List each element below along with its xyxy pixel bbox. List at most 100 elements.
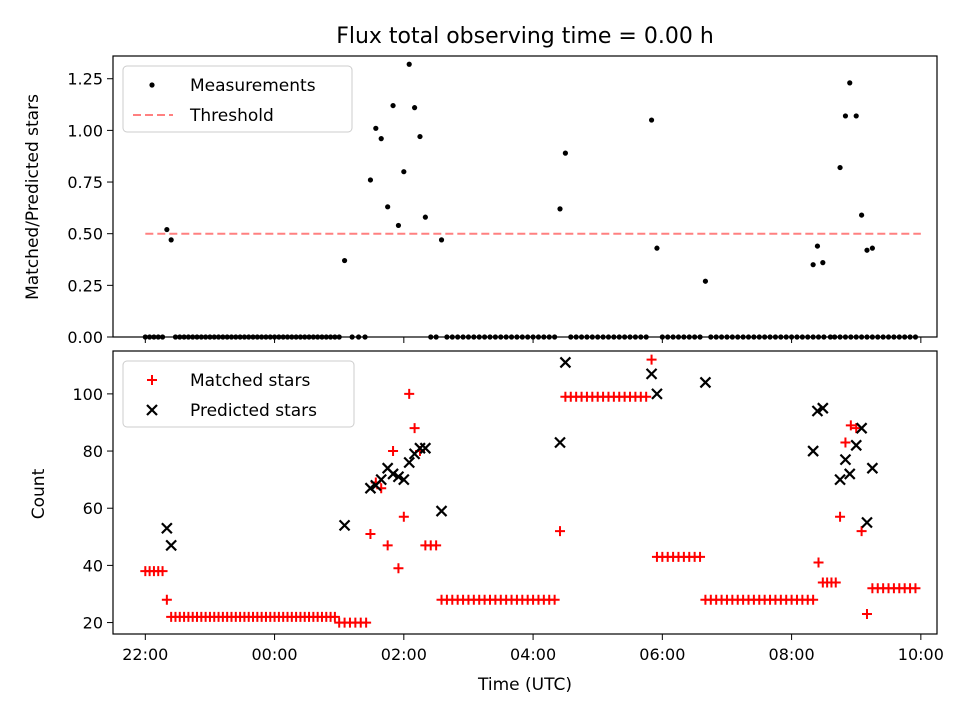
measurement-point: [654, 245, 660, 251]
measurement-point: [168, 237, 174, 243]
measurement-point: [702, 278, 709, 284]
measurement-point: [438, 237, 445, 243]
measurement-point: [562, 150, 568, 156]
matched-stars-point: [157, 566, 168, 577]
bottom-xtick-label: 02:00: [381, 645, 427, 664]
measurement-point: [406, 61, 412, 67]
measurement-point: [411, 105, 418, 111]
top-legend: Measurements Threshold: [122, 65, 353, 133]
bottom-xtick-label: 22:00: [122, 645, 168, 664]
measurement-point: [395, 222, 402, 229]
predicted-stars-point: [559, 356, 572, 369]
matched-stars-point: [641, 391, 652, 402]
measurement-point: [557, 206, 563, 212]
matched-stars-point: [388, 446, 399, 457]
predicted-stars-point: [165, 539, 177, 552]
bottom-ytick-label: 20: [83, 614, 103, 633]
predicted-stars-point: [392, 471, 405, 483]
matched-stars-point: [835, 511, 846, 522]
bottom-ytick-label: 60: [83, 499, 103, 518]
predicted-stars-point: [364, 482, 377, 494]
matched-stars-point: [856, 526, 867, 537]
bottom-ylabel: Count: [29, 468, 49, 519]
predicted-stars-point: [866, 462, 879, 474]
matched-stars-point: [398, 511, 409, 522]
bottom-xlabel: Time (UTC): [477, 675, 572, 695]
predicted-stars-point: [843, 468, 856, 480]
measurement-point: [422, 214, 428, 220]
matched-stars-point: [845, 420, 856, 431]
measurement-point: [820, 260, 826, 266]
measurement-point: [401, 169, 407, 175]
predicted-stars-point: [850, 439, 862, 452]
measurement-point: [869, 245, 875, 251]
legend-label: Threshold: [189, 106, 274, 126]
top-ytick-label: 0.50: [67, 225, 103, 244]
matched-stars-point: [808, 594, 819, 605]
measurement-point: [373, 125, 379, 131]
matched-stars-point: [549, 594, 560, 605]
predicted-stars-point: [807, 445, 819, 457]
legend-predicted-swatch: [146, 404, 158, 416]
matched-stars-point: [404, 388, 415, 399]
legend-box: [122, 65, 353, 133]
predicted-stars-point: [375, 473, 387, 486]
bottom-ytick-label: 40: [83, 556, 103, 575]
predicted-stars-point: [419, 442, 432, 454]
measurement-point: [417, 133, 423, 140]
bottom-panel: Count Time (UTC) 20 40 60 80 100 22:00 00:00 02…: [29, 350, 944, 695]
measurement-point: [164, 226, 170, 233]
top-ytick-label: 0.00: [67, 328, 103, 347]
matched-stars-point: [382, 540, 393, 551]
chart-title: Flux total observing time = 0.00 h: [336, 24, 714, 49]
measurement-point: [859, 212, 865, 218]
legend-label: Predicted stars: [190, 401, 317, 421]
matched-stars-point: [813, 557, 824, 568]
top-ytick-label: 1.25: [67, 70, 103, 89]
measurement-point: [847, 80, 853, 86]
bottom-legend: Matched stars Predicted stars: [122, 360, 355, 428]
predicted-stars-point: [651, 388, 663, 400]
predicted-stars-point: [855, 422, 868, 434]
predicted-stars-point: [861, 516, 873, 529]
bottom-ytick-label: 80: [83, 442, 103, 461]
matched-stars-point: [910, 583, 921, 594]
matched-stars-point: [161, 594, 172, 605]
matched-stars-point: [830, 577, 841, 588]
measurement-point: [864, 247, 870, 253]
measurement-point: [367, 177, 374, 183]
legend-box: [122, 360, 355, 428]
bottom-xtick-label: 10:00: [898, 645, 944, 664]
predicted-stars-point: [811, 405, 824, 417]
predicted-stars-point: [435, 505, 448, 517]
matched-stars-point: [365, 528, 376, 539]
predicted-stars-point: [554, 436, 566, 449]
top-ytick-label: 0.25: [67, 276, 103, 295]
matched-stars-point: [695, 551, 706, 562]
measurement-point: [390, 102, 396, 109]
predicted-stars-point: [398, 473, 410, 486]
bottom-xtick-label: 06:00: [639, 645, 685, 664]
predicted-stars-point: [338, 519, 351, 532]
bottom-ytick-label: 100: [72, 385, 103, 404]
matched-stars-point: [840, 437, 851, 448]
predicted-stars-point: [839, 453, 852, 466]
predicted-stars-point: [645, 368, 658, 380]
top-axes-frame: [112, 55, 938, 338]
top-panel: Matched/Predicted stars 0.00 0.25 0.50 0.75…: [23, 55, 938, 347]
measurement-point: [842, 113, 849, 119]
measurement-point: [814, 243, 821, 249]
top-ytick-label: 1.00: [67, 121, 103, 140]
matched-stars-point: [646, 354, 657, 365]
bottom-axes-frame: [112, 350, 938, 635]
predicted-stars-point: [817, 402, 829, 414]
legend-measurements-swatch: [149, 82, 155, 88]
predicted-stars-point: [387, 468, 399, 480]
bottom-xtick-label: 00:00: [252, 645, 298, 664]
matched-stars-point: [393, 563, 404, 574]
matched-stars-point: [361, 617, 372, 628]
predicted-stars-point: [834, 473, 846, 486]
measurement-point: [341, 257, 348, 264]
measurement-point: [378, 136, 384, 142]
